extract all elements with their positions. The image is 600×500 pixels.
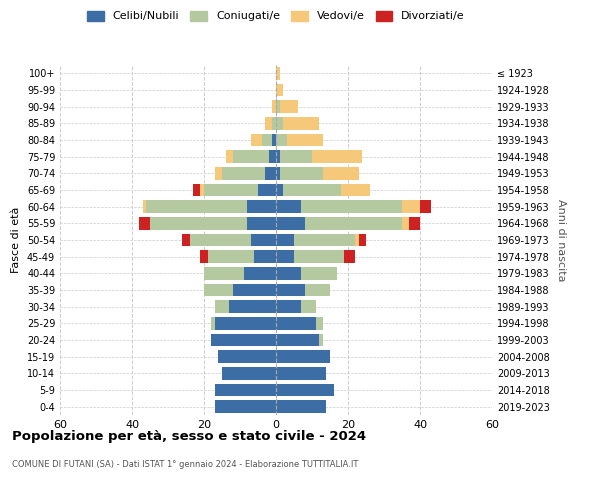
Bar xyxy=(276,134,287,146)
Bar xyxy=(215,317,276,330)
Bar xyxy=(222,367,276,380)
Bar xyxy=(276,184,283,196)
Bar xyxy=(251,134,262,146)
Bar xyxy=(233,284,276,296)
Bar xyxy=(150,217,247,230)
Bar xyxy=(276,217,305,230)
Bar xyxy=(294,234,355,246)
Bar xyxy=(355,234,359,246)
Bar xyxy=(276,384,334,396)
Text: Popolazione per età, sesso e stato civile - 2024: Popolazione per età, sesso e stato civil… xyxy=(12,430,366,443)
Bar xyxy=(276,367,326,380)
Bar xyxy=(229,300,276,313)
Bar xyxy=(258,184,276,196)
Bar xyxy=(204,284,233,296)
Bar xyxy=(215,167,222,179)
Bar xyxy=(276,84,283,96)
Bar xyxy=(276,300,301,313)
Bar xyxy=(269,150,276,163)
Bar xyxy=(211,317,215,330)
Bar xyxy=(276,67,280,80)
Bar xyxy=(402,200,420,213)
Text: Femmine: Femmine xyxy=(0,499,1,500)
Bar xyxy=(301,200,402,213)
Bar xyxy=(226,150,233,163)
Bar xyxy=(262,134,272,146)
Bar xyxy=(305,284,330,296)
Bar xyxy=(276,200,301,213)
Bar xyxy=(409,217,420,230)
Bar xyxy=(323,167,359,179)
Bar xyxy=(316,317,323,330)
Bar xyxy=(276,317,316,330)
Legend: Celibi/Nubili, Coniugati/e, Vedovi/e, Divorziati/e: Celibi/Nubili, Coniugati/e, Vedovi/e, Di… xyxy=(87,10,465,22)
Bar xyxy=(215,400,276,413)
Bar xyxy=(301,300,316,313)
Bar xyxy=(208,250,254,263)
Bar xyxy=(193,184,200,196)
Bar xyxy=(272,100,276,113)
Bar xyxy=(276,100,280,113)
Bar xyxy=(146,200,247,213)
Bar xyxy=(247,217,276,230)
Bar xyxy=(276,267,301,280)
Bar xyxy=(215,300,229,313)
Bar xyxy=(402,217,409,230)
Bar xyxy=(276,284,305,296)
Bar xyxy=(420,200,431,213)
Bar xyxy=(233,150,269,163)
Bar xyxy=(204,184,258,196)
Bar xyxy=(182,234,190,246)
Bar xyxy=(276,334,319,346)
Bar xyxy=(190,234,251,246)
Bar xyxy=(276,234,294,246)
Bar xyxy=(280,167,323,179)
Bar xyxy=(200,250,208,263)
Bar xyxy=(139,217,150,230)
Bar xyxy=(344,250,355,263)
Bar xyxy=(215,384,276,396)
Bar xyxy=(280,150,312,163)
Bar xyxy=(276,250,294,263)
Bar xyxy=(204,267,244,280)
Bar xyxy=(211,334,276,346)
Bar xyxy=(200,184,204,196)
Bar xyxy=(265,117,272,130)
Bar xyxy=(247,200,276,213)
Y-axis label: Fasce di età: Fasce di età xyxy=(11,207,21,273)
Bar xyxy=(283,117,319,130)
Bar xyxy=(244,267,276,280)
Bar xyxy=(276,150,280,163)
Bar xyxy=(280,100,298,113)
Text: COMUNE DI FUTANI (SA) - Dati ISTAT 1° gennaio 2024 - Elaborazione TUTTITALIA.IT: COMUNE DI FUTANI (SA) - Dati ISTAT 1° ge… xyxy=(12,460,358,469)
Bar xyxy=(276,117,283,130)
Bar xyxy=(251,234,276,246)
Bar xyxy=(283,184,341,196)
Bar xyxy=(254,250,276,263)
Bar xyxy=(312,150,362,163)
Bar xyxy=(143,200,146,213)
Bar xyxy=(276,400,326,413)
Bar xyxy=(319,334,323,346)
Bar xyxy=(287,134,323,146)
Text: Maschi: Maschi xyxy=(0,499,1,500)
Bar xyxy=(272,134,276,146)
Y-axis label: Anni di nascita: Anni di nascita xyxy=(556,198,566,281)
Bar xyxy=(276,350,330,363)
Bar xyxy=(276,167,280,179)
Bar xyxy=(222,167,265,179)
Bar xyxy=(218,350,276,363)
Bar xyxy=(272,117,276,130)
Bar xyxy=(301,267,337,280)
Bar xyxy=(294,250,344,263)
Bar xyxy=(265,167,276,179)
Bar xyxy=(305,217,402,230)
Bar xyxy=(341,184,370,196)
Bar xyxy=(359,234,366,246)
